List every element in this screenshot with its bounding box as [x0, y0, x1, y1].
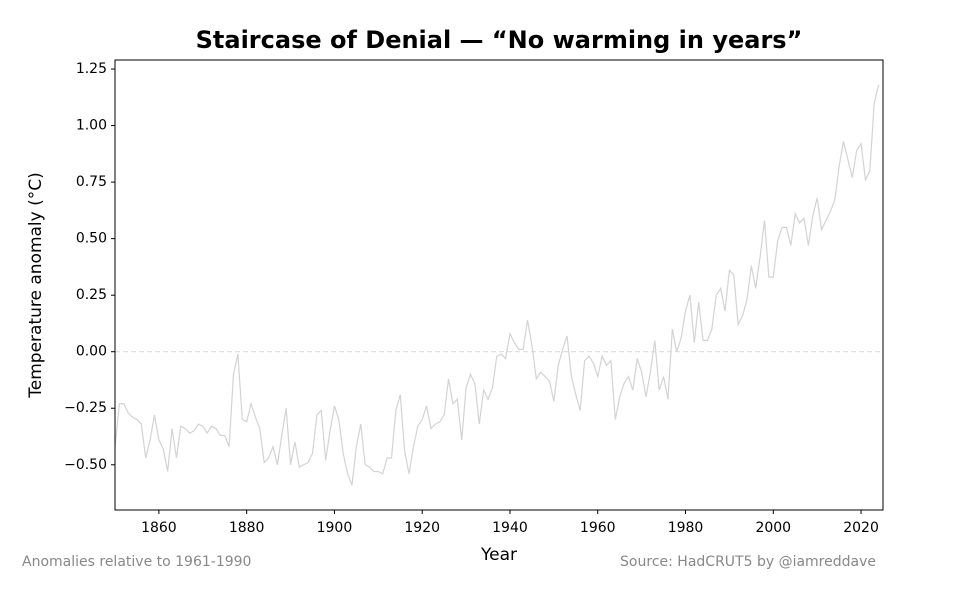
- chart-title: Staircase of Denial — “No warming in yea…: [196, 26, 803, 54]
- x-tick-label: 2000: [755, 520, 791, 536]
- plot-frame: [114, 59, 884, 511]
- x-tick-label: 1880: [229, 520, 265, 536]
- y-tick-label: 0.50: [76, 231, 107, 247]
- footnote: Anomalies relative to 1961-1990: [22, 554, 251, 570]
- x-tick-label: 1860: [141, 520, 177, 536]
- x-tick-label: 2020: [843, 520, 879, 536]
- y-tick-label: 0.75: [76, 174, 107, 190]
- source-note: Source: HadCRUT5 by @iamreddave: [620, 554, 876, 570]
- x-tick-label: 1900: [317, 520, 353, 536]
- x-axis-label: Year: [480, 545, 517, 565]
- x-tick-label: 1960: [580, 520, 616, 536]
- y-tick-label: 0.00: [76, 344, 107, 360]
- y-tick-label: 1.25: [76, 61, 107, 77]
- x-tick-label: 1920: [404, 520, 440, 536]
- x-tick-label: 1980: [668, 520, 704, 536]
- y-tick-label: 1.00: [76, 118, 107, 134]
- x-tick-label: 1940: [492, 520, 528, 536]
- y-tick-label: −0.25: [64, 400, 107, 416]
- y-axis-label: Temperature anomaly (°C): [26, 172, 46, 398]
- y-tick-label: −0.50: [64, 457, 107, 473]
- y-tick-label: 0.25: [76, 287, 107, 303]
- data-line: [114, 84, 880, 486]
